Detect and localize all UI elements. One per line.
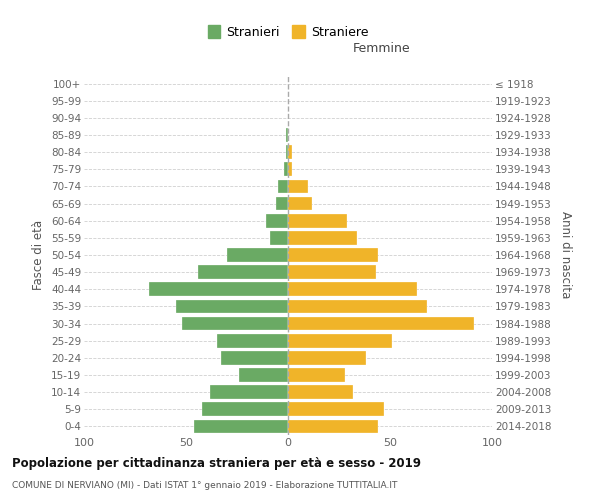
Bar <box>288 146 292 159</box>
Bar <box>182 316 288 330</box>
Bar <box>269 231 288 244</box>
Text: Popolazione per cittadinanza straniera per età e sesso - 2019: Popolazione per cittadinanza straniera p… <box>12 458 421 470</box>
Bar <box>266 214 288 228</box>
Bar <box>288 266 376 279</box>
Bar <box>288 420 378 434</box>
Bar <box>286 128 288 142</box>
Y-axis label: Anni di nascita: Anni di nascita <box>559 212 572 298</box>
Bar <box>288 334 392 347</box>
Text: COMUNE DI NERVIANO (MI) - Dati ISTAT 1° gennaio 2019 - Elaborazione TUTTITALIA.I: COMUNE DI NERVIANO (MI) - Dati ISTAT 1° … <box>12 481 397 490</box>
Bar <box>227 248 288 262</box>
Bar <box>149 282 288 296</box>
Bar <box>176 300 288 314</box>
Bar <box>288 300 427 314</box>
Bar <box>276 196 288 210</box>
Bar <box>288 368 345 382</box>
Bar <box>239 368 288 382</box>
Bar <box>288 214 347 228</box>
Y-axis label: Fasce di età: Fasce di età <box>32 220 46 290</box>
Bar <box>288 180 308 194</box>
Bar <box>194 420 288 434</box>
Bar <box>288 282 416 296</box>
Text: Femmine: Femmine <box>353 42 410 55</box>
Bar <box>284 162 288 176</box>
Bar <box>288 248 378 262</box>
Bar <box>288 316 473 330</box>
Bar <box>202 402 288 416</box>
Bar <box>288 162 292 176</box>
Bar <box>221 351 288 364</box>
Bar <box>288 196 313 210</box>
Bar <box>288 402 384 416</box>
Legend: Stranieri, Straniere: Stranieri, Straniere <box>203 20 374 44</box>
Bar <box>288 351 365 364</box>
Bar <box>286 146 288 159</box>
Bar <box>198 266 288 279</box>
Bar <box>288 231 358 244</box>
Bar <box>211 386 288 399</box>
Bar <box>278 180 288 194</box>
Bar <box>217 334 288 347</box>
Bar <box>288 386 353 399</box>
